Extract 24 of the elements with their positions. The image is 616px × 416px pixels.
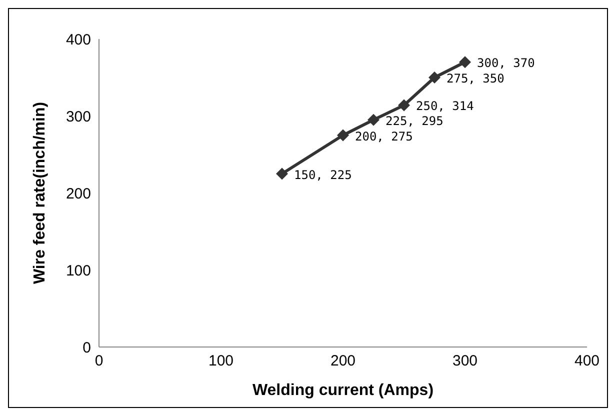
y-tick-label: 100 xyxy=(66,262,91,280)
x-axis-title: Welding current (Amps) xyxy=(252,382,434,399)
point xyxy=(276,168,288,180)
y-tick-label: 200 xyxy=(66,185,91,202)
data-label: 250, 314 xyxy=(416,99,474,114)
y-axis-title: Wire feed rate(inch/min) xyxy=(32,102,49,284)
point xyxy=(337,129,349,142)
data-label: 200, 275 xyxy=(355,129,413,144)
y-tick-label: 300 xyxy=(66,108,91,126)
x-tick-label: 0 xyxy=(94,352,104,370)
data-label: 300, 370 xyxy=(477,56,535,70)
x-tick-label: 200 xyxy=(330,352,356,370)
data-label: 275, 350 xyxy=(446,72,504,86)
point xyxy=(459,56,471,68)
data-label: 225, 295 xyxy=(386,114,444,128)
y-tick-label: 0 xyxy=(82,339,91,356)
x-tick-label: 100 xyxy=(208,352,234,370)
point xyxy=(368,114,380,126)
x-tick-label: 400 xyxy=(574,352,600,370)
point xyxy=(398,99,410,112)
x-tick-label: 300 xyxy=(452,352,478,370)
point xyxy=(428,72,440,84)
y-tick-label: 400 xyxy=(66,31,91,48)
data-label: 150, 225 xyxy=(294,168,352,182)
